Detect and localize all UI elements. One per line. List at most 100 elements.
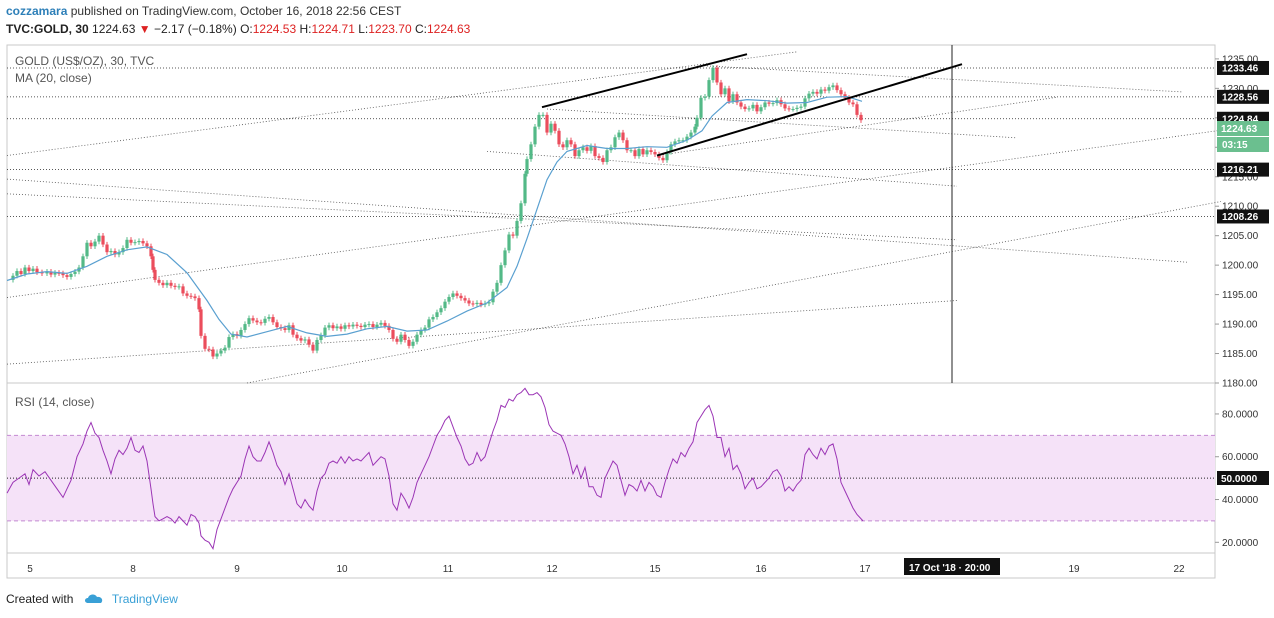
candle-body[interactable]: [283, 328, 287, 330]
candle-body[interactable]: [475, 302, 479, 305]
candle-body[interactable]: [347, 325, 351, 327]
candle-body[interactable]: [109, 251, 113, 253]
candle-body[interactable]: [731, 94, 735, 102]
candle-body[interactable]: [491, 291, 495, 303]
candle-body[interactable]: [101, 235, 105, 245]
candle-body[interactable]: [129, 239, 133, 243]
candle-body[interactable]: [689, 132, 693, 137]
candle-body[interactable]: [271, 317, 275, 323]
candle-body[interactable]: [181, 286, 185, 294]
author-link[interactable]: cozzamara: [6, 4, 68, 18]
candle-body[interactable]: [471, 303, 475, 305]
candle-body[interactable]: [637, 149, 641, 157]
candle-body[interactable]: [93, 241, 97, 247]
candle-body[interactable]: [693, 126, 697, 133]
candle-body[interactable]: [49, 271, 53, 275]
candle-body[interactable]: [137, 240, 141, 243]
candle-body[interactable]: [203, 335, 207, 349]
candle-body[interactable]: [263, 318, 267, 323]
candle-body[interactable]: [335, 326, 339, 329]
candle-body[interactable]: [227, 337, 231, 348]
candle-body[interactable]: [339, 326, 343, 329]
candle-body[interactable]: [451, 293, 455, 297]
candle-body[interactable]: [759, 107, 763, 112]
candle-body[interactable]: [685, 136, 689, 141]
candle-body[interactable]: [151, 256, 155, 270]
candle-body[interactable]: [65, 275, 69, 277]
candle-body[interactable]: [827, 87, 831, 91]
candle-body[interactable]: [589, 146, 593, 151]
candle-body[interactable]: [727, 88, 731, 102]
candle-body[interactable]: [515, 220, 519, 236]
candle-body[interactable]: [807, 93, 811, 99]
candle-body[interactable]: [743, 106, 747, 109]
candle-body[interactable]: [715, 67, 719, 83]
candle-body[interactable]: [15, 271, 19, 276]
candle-body[interactable]: [113, 251, 117, 255]
candle-body[interactable]: [105, 244, 109, 253]
candle-body[interactable]: [299, 338, 303, 341]
candle-body[interactable]: [447, 296, 451, 302]
candle-body[interactable]: [529, 144, 533, 160]
rsi-axis[interactable]: 20.0000 40.0000 60.0000 80.0000: [1215, 409, 1259, 549]
candle-body[interactable]: [621, 132, 625, 141]
candle-body[interactable]: [223, 347, 227, 351]
candle-body[interactable]: [661, 157, 665, 161]
candle-body[interactable]: [275, 322, 279, 328]
candle-body[interactable]: [85, 242, 89, 257]
trend-line[interactable]: [546, 108, 1018, 139]
candle-body[interactable]: [81, 256, 85, 268]
candle-body[interactable]: [391, 329, 395, 339]
candle-body[interactable]: [581, 147, 585, 151]
candle-body[interactable]: [117, 252, 121, 255]
candle-body[interactable]: [767, 102, 771, 104]
candle-body[interactable]: [315, 339, 319, 351]
candle-body[interactable]: [455, 293, 459, 296]
candle-body[interactable]: [169, 282, 173, 286]
candle-body[interactable]: [423, 327, 427, 330]
trend-line[interactable]: [706, 65, 1183, 93]
candle-body[interactable]: [23, 267, 27, 274]
candle-body[interactable]: [657, 154, 661, 158]
candle-body[interactable]: [681, 140, 685, 142]
tradingview-link[interactable]: TradingView: [111, 592, 178, 606]
trend-line[interactable]: [6, 51, 798, 156]
candle-body[interactable]: [343, 325, 347, 329]
candle-body[interactable]: [435, 312, 439, 317]
candle-body[interactable]: [495, 282, 499, 292]
candle-body[interactable]: [97, 235, 101, 242]
candle-body[interactable]: [545, 114, 549, 133]
candle-body[interactable]: [699, 97, 703, 118]
candle-body[interactable]: [153, 269, 157, 280]
candle-body[interactable]: [185, 293, 189, 296]
candle-body[interactable]: [533, 126, 537, 145]
trend-line[interactable]: [6, 130, 1218, 298]
candle-body[interactable]: [577, 150, 581, 157]
candle-body[interactable]: [633, 150, 637, 157]
candle-body[interactable]: [243, 324, 247, 330]
candle-body[interactable]: [427, 319, 431, 328]
candle-body[interactable]: [843, 94, 847, 98]
candle-body[interactable]: [27, 267, 31, 272]
candle-body[interactable]: [207, 348, 211, 350]
candle-body[interactable]: [19, 271, 23, 274]
candle-body[interactable]: [819, 89, 823, 94]
candle-body[interactable]: [193, 296, 197, 299]
candle-body[interactable]: [197, 298, 201, 310]
candle-body[interactable]: [291, 325, 295, 335]
candle-body[interactable]: [569, 140, 573, 145]
candle-body[interactable]: [641, 149, 645, 155]
candle-body[interactable]: [295, 334, 299, 339]
candle-body[interactable]: [665, 152, 669, 161]
candle-body[interactable]: [231, 334, 235, 338]
candle-body[interactable]: [629, 150, 633, 152]
candle-body[interactable]: [511, 234, 515, 236]
candle-body[interactable]: [399, 334, 403, 342]
candle-body[interactable]: [541, 114, 545, 116]
trend-line[interactable]: [6, 300, 958, 365]
candle-body[interactable]: [319, 335, 323, 340]
candle-body[interactable]: [525, 159, 529, 174]
candle-body[interactable]: [723, 88, 727, 95]
candle-body[interactable]: [815, 91, 819, 94]
candle-body[interactable]: [669, 144, 673, 152]
